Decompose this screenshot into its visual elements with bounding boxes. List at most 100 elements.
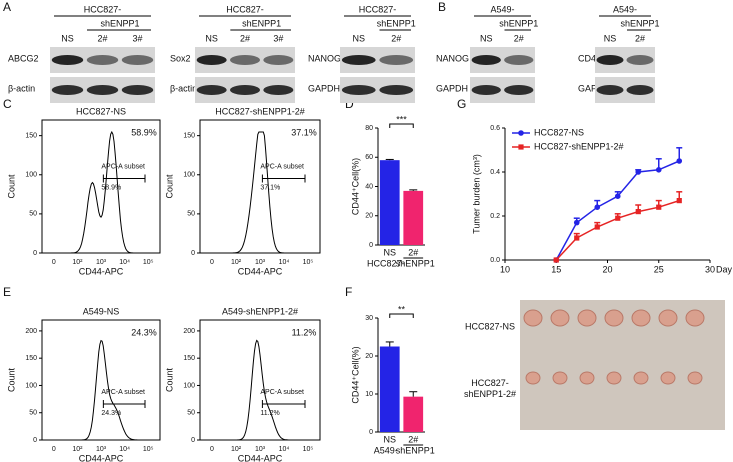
- y-axis-label: CD44⁺Cell(%): [350, 158, 360, 215]
- x-tick-label: 15: [551, 264, 561, 274]
- y-axis-label: Count: [164, 368, 174, 393]
- tumor: [525, 371, 541, 385]
- row-label: GAPDH: [436, 83, 468, 93]
- marker: [676, 198, 682, 204]
- y-tick-label: 150: [25, 132, 37, 139]
- tumor: [579, 371, 595, 385]
- lane-label: NS: [61, 33, 74, 43]
- x-tick-label: 10: [500, 264, 510, 274]
- band: [504, 55, 534, 65]
- tumor: [577, 309, 597, 327]
- plot-frame: [199, 319, 321, 441]
- gate-percent: 24.3%: [101, 410, 121, 417]
- group-label: A549-: [374, 445, 398, 455]
- band: [196, 55, 227, 65]
- row-label: NANOG: [436, 53, 469, 63]
- group-label: shENPP1: [396, 445, 435, 455]
- gate-percent: 58.9%: [101, 184, 121, 191]
- y-axis-label: Count: [6, 174, 16, 199]
- y-tick-label: 40: [365, 183, 373, 190]
- significance-bracket: [389, 123, 414, 128]
- band: [121, 55, 154, 65]
- x-tick-label: 10³: [255, 259, 266, 266]
- panel-label: C: [3, 97, 12, 111]
- x-tick-label: 0: [210, 446, 214, 453]
- x-tick-label: 10²: [72, 446, 83, 453]
- band: [471, 85, 501, 95]
- sub-label: shENPP1: [620, 18, 659, 28]
- y-tick-label: 150: [25, 355, 37, 362]
- histogram-curve: [205, 339, 315, 441]
- gate-label: APC-A subset: [101, 389, 145, 396]
- x-tick-label: 30: [705, 264, 715, 274]
- y-tick-label: 20: [365, 353, 373, 360]
- x-tick-label: 0: [52, 259, 56, 266]
- x-tick-label: 25: [654, 264, 664, 274]
- y-tick-label: 100: [25, 172, 37, 179]
- histogram-curve: [205, 131, 315, 254]
- row-label: β-actin: [170, 83, 197, 93]
- row-label: GAPDH: [578, 83, 610, 93]
- tumor: [552, 371, 568, 385]
- plot-frame: [41, 119, 161, 254]
- group-label: HCC827-: [226, 4, 264, 14]
- x-tick-label: 10⁴: [119, 446, 130, 453]
- tumor: [631, 309, 651, 327]
- row-label: NANOG: [308, 53, 341, 63]
- marker: [655, 167, 662, 173]
- x-tick-label: NS: [383, 434, 396, 444]
- gate-percent: 11.2%: [260, 410, 279, 417]
- y-tick-label: 0.2: [490, 213, 500, 220]
- x-tick-label: NS: [383, 247, 396, 257]
- y-tick-label: 30: [365, 315, 373, 322]
- lane-label: 3#: [132, 33, 142, 43]
- percent: 37.1%: [291, 127, 317, 137]
- band: [341, 85, 376, 95]
- y-tick-label: 0.6: [490, 125, 500, 132]
- lane-label: 3#: [273, 33, 283, 43]
- band: [230, 55, 260, 65]
- marker: [573, 219, 580, 226]
- plot-frame: [199, 119, 321, 254]
- y-tick-label: 0: [369, 429, 373, 436]
- band: [51, 85, 84, 95]
- tumor: [658, 309, 678, 327]
- marker: [553, 257, 559, 263]
- marker: [676, 158, 683, 164]
- band: [51, 55, 84, 65]
- flow-title: HCC827-shENPP1-2#: [215, 106, 305, 116]
- x-axis-label: Day: [716, 264, 733, 274]
- y-tick-label: 80: [365, 125, 373, 132]
- x-tick-label: 2#: [408, 247, 418, 257]
- significance: **: [398, 304, 406, 314]
- lane-label: 2#: [514, 33, 524, 43]
- row-label: GAPDH: [308, 83, 340, 93]
- y-tick-label: 0: [33, 250, 37, 257]
- x-tick-label: 10⁵: [303, 259, 314, 266]
- x-axis-label: CD44-APC: [238, 453, 283, 462]
- group-label: HCC827-: [359, 4, 397, 14]
- legend-label: HCC827-shENPP1-2#: [534, 141, 624, 151]
- x-tick-label: 2#: [408, 434, 418, 444]
- panel-label: E: [3, 285, 11, 299]
- gate-percent: 37.1%: [260, 184, 280, 191]
- y-tick-label: 0: [191, 437, 195, 444]
- gate-label: APC-A subset: [101, 163, 145, 170]
- tumor: [660, 371, 676, 385]
- lane-label: 2#: [635, 33, 645, 43]
- x-tick-label: 10⁴: [279, 259, 290, 266]
- marker: [635, 169, 642, 175]
- tumor: [604, 309, 624, 327]
- band: [86, 55, 119, 65]
- x-tick-label: 10³: [96, 259, 107, 266]
- x-tick-label: 10³: [255, 446, 266, 453]
- sub-label: shENPP1: [377, 18, 416, 28]
- lane-label: 2#: [240, 33, 250, 43]
- y-tick-label: 200: [25, 328, 37, 335]
- group-label: shENPP1: [396, 258, 435, 268]
- bar: [379, 160, 400, 245]
- panel-label: G: [457, 97, 466, 111]
- band: [379, 85, 414, 95]
- legend-marker: [518, 144, 524, 150]
- x-tick-label: 10²: [231, 259, 242, 266]
